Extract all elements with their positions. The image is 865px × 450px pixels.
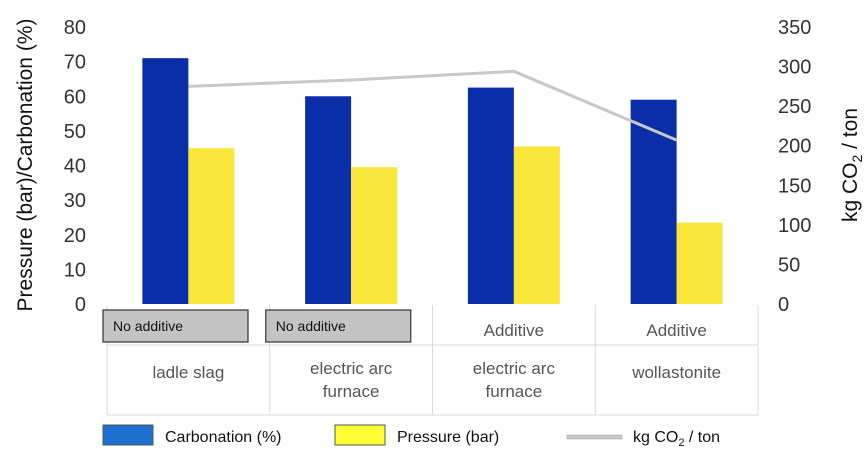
- right-y-tick-label: 0: [778, 294, 789, 316]
- right-y-tick-label: 100: [778, 215, 811, 237]
- category-bottom-label: electric arc: [310, 359, 393, 378]
- left-y-tick-label: 20: [64, 225, 86, 247]
- right-y-tick-label: 250: [778, 96, 811, 118]
- pressure-bar: [351, 167, 398, 304]
- category-table: No additive ladle slag No additive electric…: [102, 305, 759, 416]
- right-y-tick-label: 150: [778, 175, 811, 197]
- category-top-label-box: [265, 309, 412, 343]
- right-y-tick-label: 300: [778, 57, 811, 79]
- right-y-axis: 0 50 100 150 200 250 300 350: [778, 17, 811, 316]
- left-y-axis-label: Pressure (bar)/Carbonation (%): [14, 19, 37, 312]
- legend-item-co2: kg CO2 / ton: [566, 429, 720, 449]
- left-y-tick-label: 60: [64, 86, 86, 108]
- right-y-tick-label: 50: [778, 254, 800, 276]
- legend-label-carbonation: Carbonation (%): [165, 429, 282, 446]
- legend-item-pressure: Pressure (bar): [334, 424, 499, 446]
- left-y-tick-label: 80: [64, 17, 86, 39]
- legend-item-carbonation: Carbonation (%): [102, 424, 282, 446]
- category-top-label: Additive: [646, 321, 706, 340]
- carbonation-bar: [467, 87, 514, 304]
- legend-swatch-co2: [566, 434, 623, 440]
- co2-line-series: [188, 69, 678, 142]
- right-y-tick-label: 350: [778, 17, 811, 39]
- category-top-label: Additive: [484, 321, 544, 340]
- co2-line: [188, 69, 678, 142]
- category-top-label-box: [102, 309, 249, 343]
- pressure-bar: [188, 148, 235, 304]
- left-y-tick-label: 40: [64, 156, 86, 178]
- left-y-tick-label: 50: [64, 121, 86, 143]
- left-y-tick-label: 30: [64, 190, 86, 212]
- category-bottom-label: furnace: [323, 382, 380, 401]
- legend-label-pressure: Pressure (bar): [397, 429, 499, 446]
- right-y-tick-label: 200: [778, 136, 811, 158]
- left-y-tick-label: 0: [75, 294, 86, 316]
- legend-swatch-carbonation: [102, 424, 154, 446]
- carbonation-bar: [142, 58, 189, 304]
- left-y-tick-label: 10: [64, 259, 86, 281]
- left-y-axis: 0 10 20 30 40 50 60 70 80: [64, 17, 86, 316]
- category-bottom-label: furnace: [486, 382, 543, 401]
- legend: Carbonation (%) Pressure (bar) kg CO2 / …: [102, 424, 720, 449]
- pressure-bar: [513, 146, 560, 304]
- category-bottom-label: electric arc: [473, 359, 556, 378]
- category-bottom-label: ladle slag: [152, 363, 224, 382]
- bars: [142, 58, 723, 305]
- carbonation-bar: [630, 99, 677, 305]
- left-y-tick-label: 70: [64, 52, 86, 74]
- carbonation-bar: [305, 96, 352, 304]
- legend-swatch-pressure: [334, 424, 386, 446]
- category-top-label: No additive: [276, 318, 346, 334]
- legend-label-co2: kg CO2 / ton: [633, 429, 720, 449]
- pressure-bar: [676, 222, 723, 304]
- category-top-label: No additive: [113, 318, 183, 334]
- right-y-axis-label: kg CO2 / ton: [839, 108, 865, 222]
- category-bottom-label: wollastonite: [631, 363, 721, 382]
